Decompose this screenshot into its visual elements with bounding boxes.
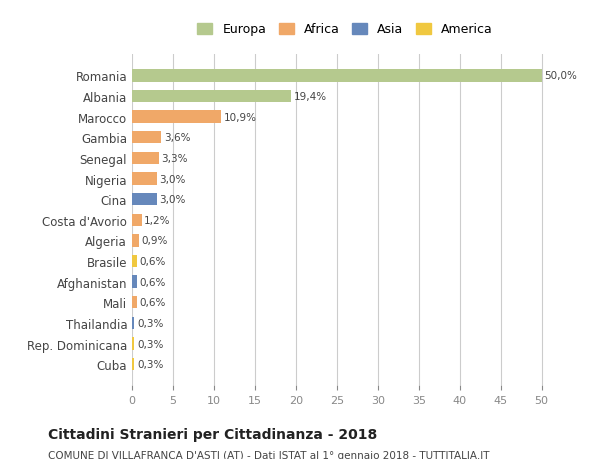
Bar xyxy=(132,132,161,144)
Bar xyxy=(132,317,134,330)
Bar xyxy=(132,214,142,226)
Bar xyxy=(132,338,134,350)
Text: 3,0%: 3,0% xyxy=(159,174,185,184)
Text: 3,3%: 3,3% xyxy=(161,154,188,163)
Text: 19,4%: 19,4% xyxy=(293,92,326,102)
Text: 0,3%: 0,3% xyxy=(137,359,163,369)
Text: COMUNE DI VILLAFRANCA D'ASTI (AT) - Dati ISTAT al 1° gennaio 2018 - TUTTITALIA.I: COMUNE DI VILLAFRANCA D'ASTI (AT) - Dati… xyxy=(48,450,490,459)
Legend: Europa, Africa, Asia, America: Europa, Africa, Asia, America xyxy=(193,18,497,41)
Text: 3,0%: 3,0% xyxy=(159,195,185,205)
Bar xyxy=(132,255,137,268)
Bar xyxy=(132,173,157,185)
Text: 0,6%: 0,6% xyxy=(139,277,166,287)
Text: 0,3%: 0,3% xyxy=(137,339,163,349)
Bar xyxy=(132,152,159,165)
Text: Cittadini Stranieri per Cittadinanza - 2018: Cittadini Stranieri per Cittadinanza - 2… xyxy=(48,427,377,441)
Bar xyxy=(132,70,542,83)
Bar xyxy=(132,91,291,103)
Bar xyxy=(132,276,137,288)
Bar xyxy=(132,297,137,309)
Text: 50,0%: 50,0% xyxy=(544,71,577,81)
Text: 10,9%: 10,9% xyxy=(224,112,257,123)
Text: 1,2%: 1,2% xyxy=(144,215,171,225)
Text: 3,6%: 3,6% xyxy=(164,133,190,143)
Text: 0,6%: 0,6% xyxy=(139,257,166,267)
Text: 0,9%: 0,9% xyxy=(142,236,168,246)
Text: 0,3%: 0,3% xyxy=(137,318,163,328)
Bar xyxy=(132,358,134,370)
Bar xyxy=(132,194,157,206)
Text: 0,6%: 0,6% xyxy=(139,297,166,308)
Bar xyxy=(132,111,221,123)
Bar xyxy=(132,235,139,247)
